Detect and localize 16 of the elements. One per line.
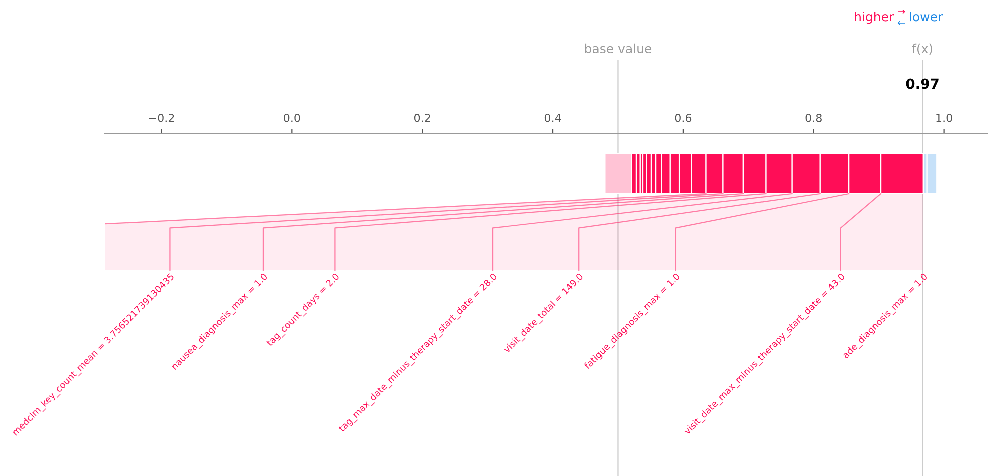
x-tick-label: 0.0 (284, 114, 300, 122)
x-tick-label: 0.8 (806, 114, 822, 122)
bar (604, 153, 632, 195)
x-tick-label: −0.2 (149, 114, 174, 122)
x-tick-label: 0.6 (675, 114, 692, 122)
text: → (898, 10, 906, 14)
annotation: ← (898, 21, 906, 26)
x-tick-label: 1.0 (936, 114, 952, 122)
ref-line-label: f(x) (912, 44, 932, 56)
x-tick-label: 0.4 (544, 114, 562, 122)
annotation: higher (855, 12, 894, 24)
ref-line-label: base value (585, 44, 652, 54)
annotation: 0.97 (906, 78, 939, 90)
bar (926, 153, 938, 195)
annotation: lower (910, 12, 944, 22)
x-tick-label: 0.2 (414, 114, 430, 122)
